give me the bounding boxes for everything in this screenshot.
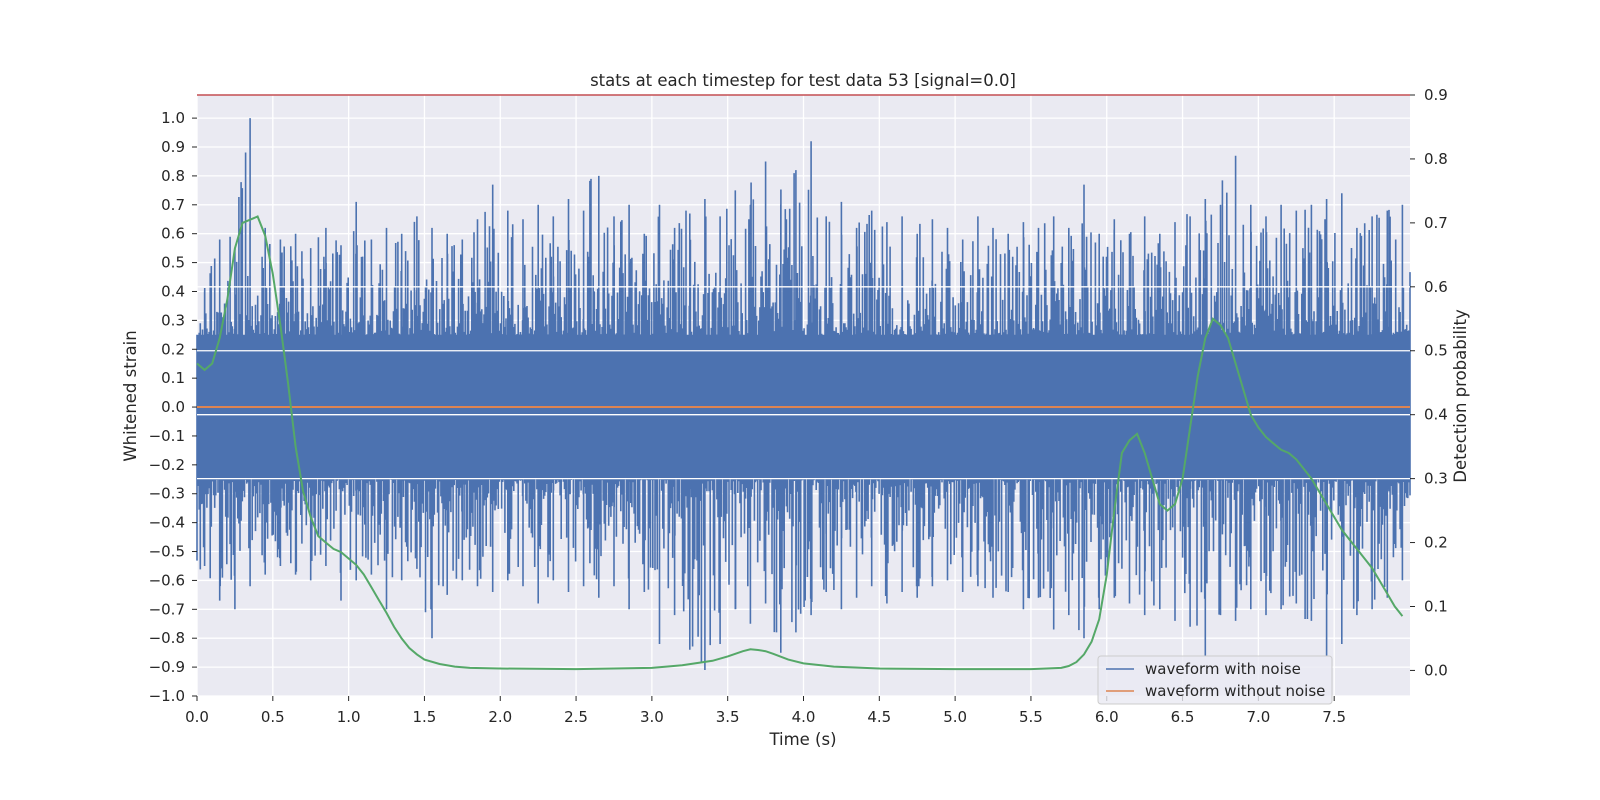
y2-tick-label: 0.8 (1424, 150, 1448, 168)
x-tick-label: 3.0 (640, 708, 664, 726)
y2-tick-label: 0.1 (1424, 597, 1448, 615)
x-tick-label: 6.5 (1171, 708, 1195, 726)
y2-tick-label: 0.7 (1424, 214, 1448, 232)
y-axis-label: Whitened strain (121, 330, 140, 461)
y-tick-label: 0.9 (161, 138, 185, 156)
y-tick-label: −0.6 (149, 571, 185, 589)
x-tick-label: 7.5 (1322, 708, 1346, 726)
y2-tick-label: 0.9 (1424, 86, 1448, 104)
y-tick-label: −0.2 (149, 456, 185, 474)
y-tick-label: 0.0 (161, 398, 185, 416)
y2-tick-label: 0.2 (1424, 534, 1448, 552)
y-tick-label: −0.7 (149, 600, 185, 618)
y-tick-label: −1.0 (149, 687, 185, 705)
legend-label-with-noise: waveform with noise (1145, 660, 1301, 678)
legend-box (1097, 655, 1333, 705)
noise-strokes (196, 118, 1411, 670)
x-tick-label: 2.5 (564, 708, 588, 726)
x-tick-label: 5.5 (1019, 708, 1043, 726)
legend: waveform with noise waveform without noi… (1097, 655, 1333, 705)
y-tick-label: 0.7 (161, 196, 185, 214)
x-tick-label: 0.0 (185, 708, 209, 726)
y-tick-label: −0.8 (149, 629, 185, 647)
x-tick-label: 6.0 (1095, 708, 1119, 726)
x-axis-ticks: 0.0 0.5 1.0 1.5 2.0 2.5 3.0 3.5 4.0 4.5 5.0 5.5 6.0 6… (185, 696, 1346, 726)
y-axis-ticks: 1.0 0.9 0.8 0.7 0.6 0.5 0.4 0.3 0.2 0.1 0.0 −0.1 −0.… (149, 109, 197, 705)
y-tick-label: 1.0 (161, 109, 185, 127)
x-tick-label: 3.5 (716, 708, 740, 726)
y-tick-label: −0.3 (149, 485, 185, 503)
y2-gridlines (197, 286, 1410, 480)
y-tick-label: 0.1 (161, 369, 185, 387)
y-tick-label: 0.2 (161, 340, 185, 358)
y-tick-label: 0.4 (161, 282, 185, 300)
y-tick-label: 0.5 (161, 254, 185, 272)
y2-tick-label: 0.0 (1424, 661, 1448, 679)
x-axis-label: Time (s) (768, 730, 836, 749)
x-tick-label: 1.5 (413, 708, 437, 726)
detection-probability-line (196, 215, 1404, 671)
y2-axis-label: Detection probability (1451, 309, 1470, 483)
x-tick-label: 1.0 (337, 708, 361, 726)
y-tick-label: −0.5 (149, 543, 185, 561)
y-tick-label: −0.9 (149, 658, 185, 676)
y-tick-label: 0.3 (161, 311, 185, 329)
x-tick-label: 4.5 (867, 708, 891, 726)
series-layer (196, 94, 1410, 671)
y2-tick-label: 0.3 (1424, 470, 1448, 488)
y2-tick-label: 0.4 (1424, 406, 1448, 424)
x-tick-label: 5.0 (943, 708, 967, 726)
x-tick-label: 2.0 (488, 708, 512, 726)
y-tick-label: −0.4 (149, 514, 185, 532)
chart-title: stats at each timestep for test data 53 … (590, 71, 1016, 90)
x-tick-label: 4.0 (792, 708, 816, 726)
legend-label-without-noise: waveform without noise (1145, 682, 1325, 700)
x-tick-label: 0.5 (261, 708, 285, 726)
y-tick-label: −0.1 (149, 427, 185, 445)
y-tick-label: 0.8 (161, 167, 185, 185)
y2-tick-label: 0.6 (1424, 278, 1448, 296)
y2-axis-ticks: 0.9 0.8 0.7 0.6 0.5 0.4 0.3 0.2 0.1 0.0 (1410, 86, 1448, 679)
y-tick-label: 0.6 (161, 225, 185, 243)
x-tick-label: 7.0 (1246, 708, 1270, 726)
y2-tick-label: 0.5 (1424, 342, 1448, 360)
